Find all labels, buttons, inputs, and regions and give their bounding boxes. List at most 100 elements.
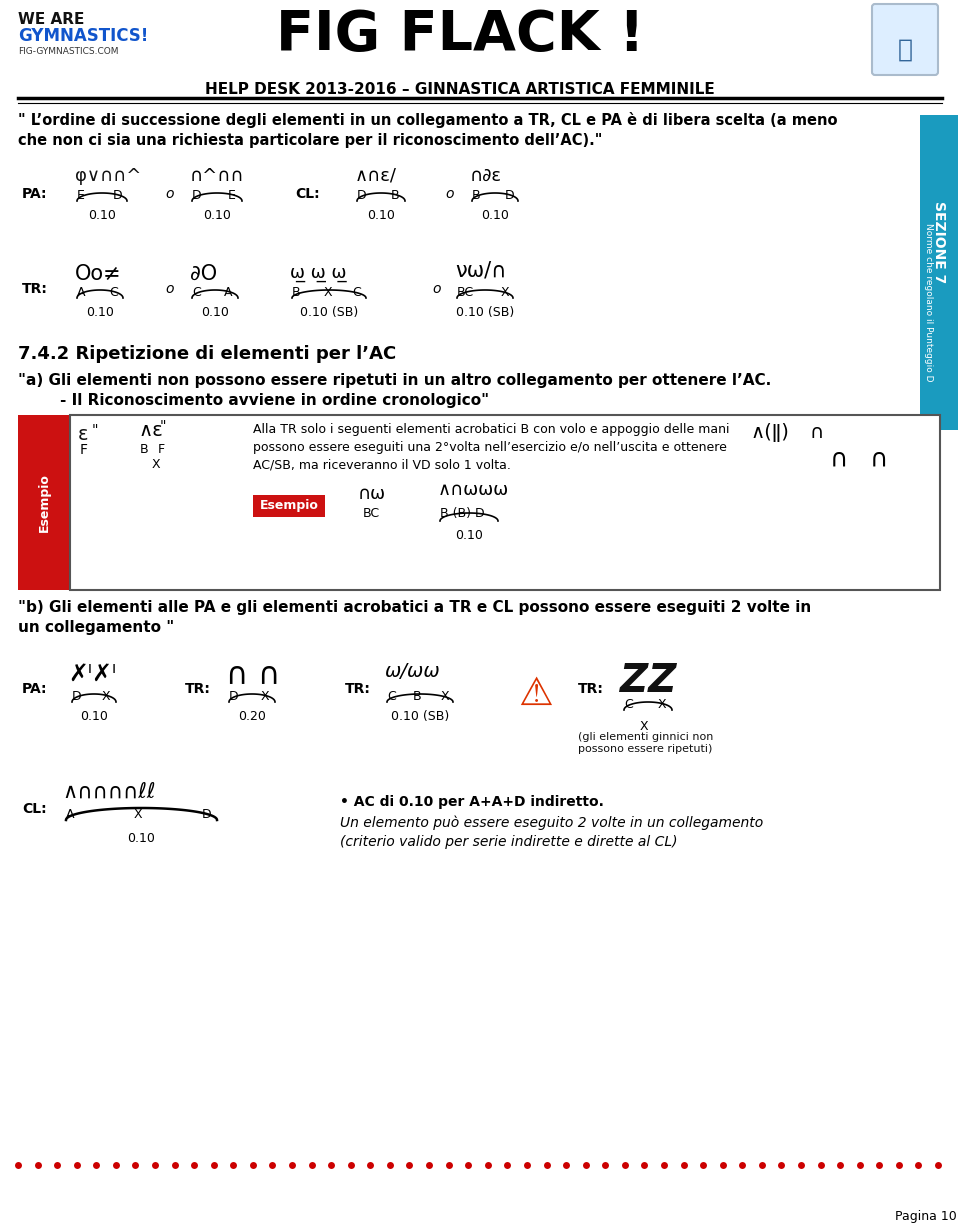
Text: B: B bbox=[391, 189, 399, 202]
Text: ∧∩ε/: ∧∩ε/ bbox=[355, 167, 397, 184]
Text: 0.10 (SB): 0.10 (SB) bbox=[456, 306, 515, 319]
Text: A: A bbox=[224, 287, 232, 299]
Text: TR:: TR: bbox=[578, 681, 604, 696]
Text: Norme che regolano il Punteggio D: Norme che regolano il Punteggio D bbox=[924, 224, 933, 381]
Bar bbox=[920, 114, 958, 430]
Text: F: F bbox=[80, 443, 88, 458]
Text: ω̲ ω̲ ω̲: ω̲ ω̲ ω̲ bbox=[290, 264, 347, 282]
Text: FIG FLACK !: FIG FLACK ! bbox=[276, 9, 644, 62]
Text: 0.10: 0.10 bbox=[128, 831, 156, 845]
Text: X: X bbox=[441, 690, 449, 704]
Text: F: F bbox=[158, 443, 165, 456]
Text: ": " bbox=[160, 419, 166, 433]
Text: X: X bbox=[102, 690, 110, 704]
Text: ∩∂ε: ∩∂ε bbox=[470, 167, 502, 184]
Text: B: B bbox=[472, 189, 481, 202]
Text: BC: BC bbox=[457, 287, 474, 299]
Text: ∧∩∩∩∩ℓℓ: ∧∩∩∩∩ℓℓ bbox=[62, 782, 156, 802]
Text: WE ARE: WE ARE bbox=[18, 12, 84, 27]
Text: D: D bbox=[505, 189, 515, 202]
Text: B: B bbox=[292, 287, 300, 299]
Text: ∩: ∩ bbox=[257, 661, 279, 689]
Text: "a) Gli elementi non possono essere ripetuti in un altro collegamento per ottene: "a) Gli elementi non possono essere ripe… bbox=[18, 373, 771, 387]
Text: (gli elementi ginnici non
possono essere ripetuti): (gli elementi ginnici non possono essere… bbox=[578, 732, 713, 754]
Text: Oo≠: Oo≠ bbox=[75, 264, 122, 284]
FancyBboxPatch shape bbox=[872, 4, 938, 75]
Text: 0.10: 0.10 bbox=[204, 209, 231, 221]
Text: ∧∩ωωω: ∧∩ωωω bbox=[438, 481, 509, 499]
Text: o: o bbox=[165, 187, 174, 200]
Text: D: D bbox=[229, 690, 239, 704]
Text: 0.10: 0.10 bbox=[88, 209, 116, 221]
Text: Pagina 10: Pagina 10 bbox=[895, 1210, 957, 1223]
Text: HELP DESK 2013-2016 – GINNASTICA ARTISTICA FEMMINILE: HELP DESK 2013-2016 – GINNASTICA ARTISTI… bbox=[205, 82, 715, 97]
Text: D: D bbox=[113, 189, 123, 202]
Text: C: C bbox=[352, 287, 361, 299]
Text: X: X bbox=[134, 808, 143, 820]
Text: TR:: TR: bbox=[185, 681, 211, 696]
Text: ∧ε: ∧ε bbox=[138, 421, 163, 440]
Text: B: B bbox=[413, 690, 421, 704]
Text: D: D bbox=[192, 189, 202, 202]
Text: 0.10: 0.10 bbox=[481, 209, 509, 221]
Text: ZZ: ZZ bbox=[620, 662, 677, 700]
Text: A: A bbox=[77, 287, 85, 299]
Text: 0.10 (SB): 0.10 (SB) bbox=[391, 710, 449, 723]
Text: B (B) D: B (B) D bbox=[440, 507, 485, 520]
Bar bbox=[18, 415, 70, 590]
Text: ∩ω: ∩ω bbox=[358, 485, 386, 503]
Text: 0.10: 0.10 bbox=[201, 306, 228, 319]
Text: X: X bbox=[639, 720, 648, 733]
Text: D: D bbox=[72, 690, 82, 704]
Text: ": " bbox=[92, 423, 99, 437]
Text: PA:: PA: bbox=[22, 681, 47, 696]
Text: 0.10: 0.10 bbox=[86, 306, 114, 319]
Text: ω/ωω: ω/ωω bbox=[385, 662, 441, 681]
Text: TR:: TR: bbox=[345, 681, 371, 696]
Text: ∧(ǁ): ∧(ǁ) bbox=[750, 423, 789, 442]
Text: 0.20: 0.20 bbox=[238, 710, 266, 723]
Text: 0.10: 0.10 bbox=[80, 710, 108, 723]
Text: CL:: CL: bbox=[22, 802, 47, 815]
Text: 🤸: 🤸 bbox=[898, 38, 913, 62]
Text: D: D bbox=[357, 189, 367, 202]
Text: ∩: ∩ bbox=[830, 446, 849, 471]
Text: X: X bbox=[501, 287, 510, 299]
Text: o: o bbox=[445, 187, 453, 200]
Text: "b) Gli elementi alle PA e gli elementi acrobatici a TR e CL possono essere eseg: "b) Gli elementi alle PA e gli elementi … bbox=[18, 600, 811, 615]
Text: ⚠: ⚠ bbox=[518, 675, 553, 713]
Text: 7.4.2 Ripetizione di elementi per l’AC: 7.4.2 Ripetizione di elementi per l’AC bbox=[18, 344, 396, 363]
Text: 0.10 (SB): 0.10 (SB) bbox=[300, 306, 358, 319]
Text: E: E bbox=[228, 189, 236, 202]
Text: un collegamento ": un collegamento " bbox=[18, 620, 175, 635]
Text: Esempio: Esempio bbox=[37, 474, 51, 531]
Text: X: X bbox=[261, 690, 270, 704]
Text: ∩^∩∩: ∩^∩∩ bbox=[190, 167, 245, 184]
Text: B: B bbox=[140, 443, 149, 456]
Text: X: X bbox=[324, 287, 332, 299]
Text: " L’ordine di successione degli elementi in un collegamento a TR, CL e PA è di l: " L’ordine di successione degli elementi… bbox=[18, 112, 837, 148]
Text: Esempio: Esempio bbox=[259, 499, 319, 513]
Text: - Il Riconoscimento avviene in ordine cronologico": - Il Riconoscimento avviene in ordine cr… bbox=[18, 394, 490, 408]
Text: C: C bbox=[387, 690, 396, 704]
Text: o: o bbox=[165, 282, 174, 296]
Text: X: X bbox=[658, 697, 666, 711]
Text: Alla TR solo i seguenti elementi acrobatici B con volo e appoggio delle mani
pos: Alla TR solo i seguenti elementi acrobat… bbox=[253, 423, 730, 472]
Text: X: X bbox=[152, 458, 160, 471]
Text: νω/∩: νω/∩ bbox=[455, 260, 506, 280]
Text: ∩: ∩ bbox=[225, 661, 248, 689]
Text: PA:: PA: bbox=[22, 187, 47, 200]
Text: o: o bbox=[432, 282, 441, 296]
Text: ∩: ∩ bbox=[870, 446, 888, 471]
Text: 0.10: 0.10 bbox=[367, 209, 395, 221]
Text: ε: ε bbox=[78, 426, 88, 444]
Text: ∂O: ∂O bbox=[190, 264, 217, 284]
Text: C: C bbox=[624, 697, 633, 711]
Text: A: A bbox=[66, 808, 75, 820]
Text: TR:: TR: bbox=[22, 282, 48, 296]
Text: • AC di 0.10 per A+A+D indiretto.: • AC di 0.10 per A+A+D indiretto. bbox=[340, 795, 604, 809]
Text: FIG-GYMNASTICS.COM: FIG-GYMNASTICS.COM bbox=[18, 47, 118, 57]
Text: φ∨∩∩^: φ∨∩∩^ bbox=[75, 167, 141, 184]
Text: C: C bbox=[109, 287, 118, 299]
Text: GYMNASTICS!: GYMNASTICS! bbox=[18, 27, 149, 46]
